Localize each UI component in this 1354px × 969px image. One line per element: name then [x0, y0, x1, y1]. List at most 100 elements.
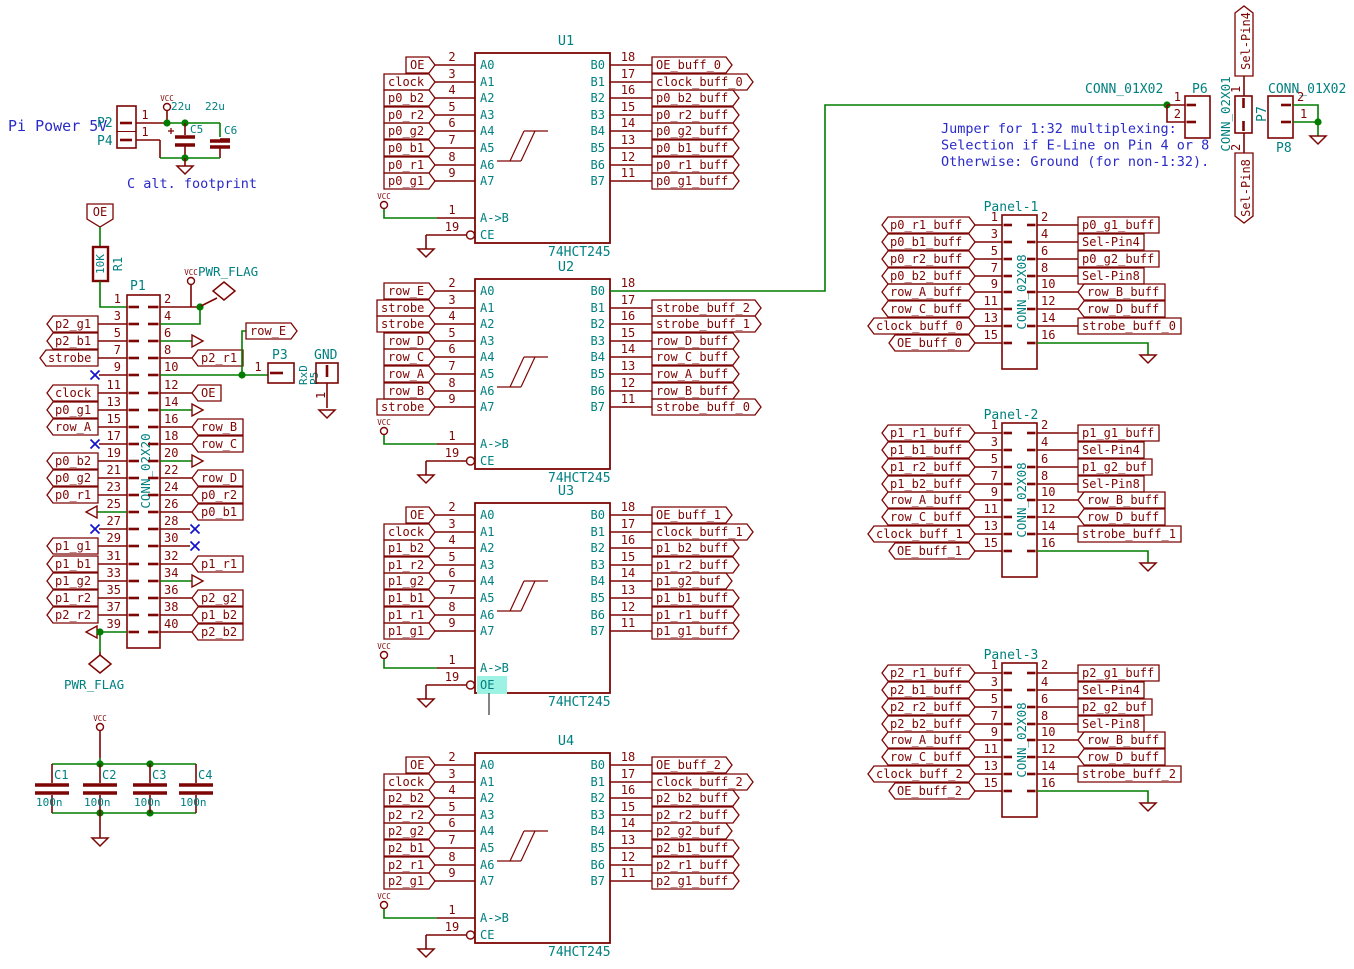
ref-p2[interactable]: P2	[97, 116, 113, 131]
net-label[interactable]: row_B_buff	[656, 384, 728, 398]
net-label[interactable]: p2_b2	[201, 625, 237, 639]
net-label[interactable]: strobe_buff_2	[656, 301, 750, 315]
net-label[interactable]: p1_b1_buff	[890, 443, 962, 457]
vcc-symbol[interactable]	[162, 102, 172, 112]
net-label[interactable]: p1_g1	[55, 539, 91, 553]
net-label[interactable]: p2_b2_buff	[890, 717, 962, 731]
net-label[interactable]: p1_b1	[388, 591, 424, 605]
net-label[interactable]: row_C_buff	[890, 302, 962, 316]
net-label[interactable]: p0_r2	[388, 108, 424, 122]
net-label[interactable]: row_A_buff	[890, 493, 962, 507]
pwr-flag-label[interactable]: PWR_FLAG	[198, 264, 258, 279]
net-label[interactable]: strobe	[48, 351, 91, 365]
net-label[interactable]: clock_buff_2	[876, 767, 963, 781]
net-label[interactable]: row_C_buff	[890, 510, 962, 524]
connector-p2p4-box[interactable]	[116, 105, 137, 149]
net-label[interactable]: p2_g1_buff	[656, 874, 728, 888]
ref-p5[interactable]: P5	[308, 372, 321, 385]
net-label[interactable]: p2_r1	[388, 858, 424, 872]
net-label[interactable]: p1_r2	[388, 558, 424, 572]
note-jumper-2[interactable]: Selection if E-Line on Pin 4 or 8	[941, 138, 1209, 154]
connector-p8-box[interactable]	[1267, 95, 1294, 139]
net-label[interactable]: p0_g1_buff	[1082, 218, 1154, 232]
gnd-symbol[interactable]	[1138, 802, 1158, 813]
net-label[interactable]: strobe_buff_1	[1082, 527, 1176, 541]
net-label[interactable]: clock	[388, 75, 425, 89]
cap-ref[interactable]: C3	[152, 768, 166, 782]
net-label[interactable]: row_D_buff	[1087, 510, 1159, 524]
net-label[interactable]: p2_g1_buff	[1082, 666, 1154, 680]
vcc-symbol[interactable]	[379, 426, 389, 436]
ref-u4[interactable]: U4	[558, 733, 574, 749]
value-p7[interactable]: CONN_02X01	[1218, 76, 1233, 151]
value-p6[interactable]: CONN_01X02	[1085, 82, 1163, 97]
net-label[interactable]: p1_r2	[55, 591, 91, 605]
ref-p3[interactable]: P3	[272, 348, 288, 363]
ref-panel[interactable]: Panel-2	[984, 408, 1039, 423]
net-label[interactable]: p1_b2	[201, 608, 237, 622]
net-label[interactable]: p2_g2_buf	[656, 824, 721, 838]
net-label[interactable]: Sel-Pin4	[1082, 235, 1140, 249]
net-label[interactable]: OE	[410, 58, 424, 72]
value-panel[interactable]: CONN_02X08	[1014, 462, 1029, 537]
net-label[interactable]: p1_g1_buff	[1082, 426, 1154, 440]
net-label[interactable]: row_B_buff	[1087, 285, 1159, 299]
ic-value[interactable]: 74HCT245	[548, 245, 611, 260]
net-label[interactable]: p1_g2	[55, 574, 91, 588]
net-label[interactable]: p0_b1_buff	[656, 141, 728, 155]
net-label[interactable]: clock_buff_1	[876, 527, 963, 541]
net-label[interactable]: p0_b2	[55, 454, 91, 468]
net-label[interactable]: p1_g1_buff	[656, 624, 728, 638]
value-p8[interactable]: CONN_01X02	[1268, 82, 1346, 97]
note-pi-power[interactable]: Pi Power 5V	[8, 117, 107, 135]
net-label[interactable]: row_C	[201, 437, 237, 451]
ref-p6[interactable]: P6	[1192, 82, 1208, 97]
net-label[interactable]: p2_r2_buff	[890, 700, 962, 714]
net-label[interactable]: p2_b1	[55, 334, 91, 348]
gnd-symbol[interactable]	[416, 948, 436, 959]
net-label[interactable]: Sel-Pin4	[1082, 683, 1140, 697]
net-label[interactable]: p1_g2_buf	[1082, 460, 1147, 474]
net-label[interactable]: strobe_buff_2	[1082, 767, 1176, 781]
net-label[interactable]: p2_g2_buf	[1082, 700, 1147, 714]
net-label[interactable]: row_B	[388, 384, 424, 398]
net-label[interactable]: p0_g2_buff	[656, 124, 728, 138]
net-label[interactable]: p0_r1_buff	[656, 158, 728, 172]
net-label[interactable]: row_D	[388, 334, 424, 348]
net-label[interactable]: p2_r1_buff	[890, 666, 962, 680]
vcc-symbol[interactable]	[379, 200, 389, 210]
cap-ref[interactable]: C1	[54, 768, 68, 782]
vcc-symbol[interactable]	[186, 276, 196, 286]
net-label[interactable]: p0_r2	[201, 488, 237, 502]
net-label[interactable]: row_D_buff	[656, 334, 728, 348]
net-label[interactable]: p2_r1	[201, 351, 237, 365]
cap-ref[interactable]: C5	[190, 123, 203, 136]
value-p1[interactable]: CONN_02X20	[138, 433, 153, 508]
ref-p4[interactable]: P4	[97, 134, 113, 149]
resistor-value[interactable]: 10K	[94, 254, 107, 274]
net-label[interactable]: p0_b1_buff	[890, 235, 962, 249]
cap-value[interactable]: 22u	[205, 100, 225, 113]
net-label[interactable]: p2_b1_buff	[656, 841, 728, 855]
net-label[interactable]: p0_r1	[388, 158, 424, 172]
net-label[interactable]: p2_r1_buff	[656, 858, 728, 872]
net-label[interactable]: p1_b2_buff	[890, 477, 962, 491]
cap-value[interactable]: 100n	[134, 796, 161, 809]
cap-ref[interactable]: C2	[102, 768, 116, 782]
net-label[interactable]: row_A	[55, 420, 92, 434]
value-panel[interactable]: CONN_02X08	[1014, 254, 1029, 329]
net-label[interactable]: Sel-Pin8	[1082, 269, 1140, 283]
net-label[interactable]: strobe	[381, 301, 424, 315]
net-label[interactable]: p1_b2_buff	[656, 541, 728, 555]
net-label[interactable]: p1_b2	[388, 541, 424, 555]
net-label[interactable]: row_A_buff	[890, 285, 962, 299]
net-label[interactable]: row_B	[201, 420, 237, 434]
net-label[interactable]: p0_g1	[388, 174, 424, 188]
ref-panel[interactable]: Panel-1	[984, 200, 1039, 215]
net-label[interactable]: p0_b2	[388, 91, 424, 105]
ref-panel[interactable]: Panel-3	[984, 648, 1039, 663]
net-label[interactable]: p2_r2	[55, 608, 91, 622]
gnd-symbol[interactable]	[1138, 354, 1158, 365]
net-label[interactable]: Sel-Pin8	[1082, 717, 1140, 731]
net-label[interactable]: p0_b1	[201, 505, 237, 519]
